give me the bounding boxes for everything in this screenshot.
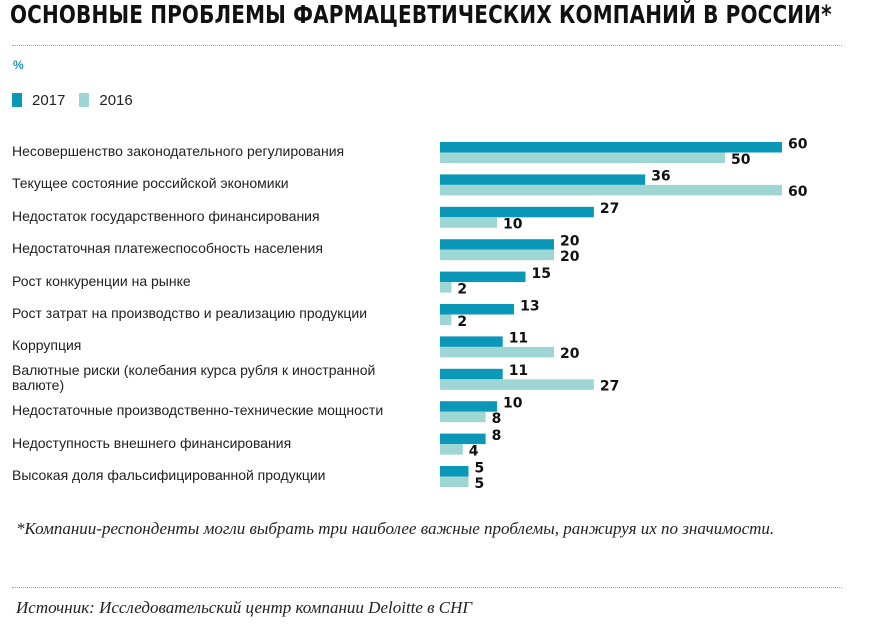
legend: 2017 2016 — [12, 92, 133, 109]
category-label: Недостаточная платежеспособность населен… — [12, 240, 323, 257]
bar-2017 — [440, 336, 503, 347]
data-label: 4 — [469, 443, 479, 459]
bar-2017 — [440, 368, 503, 380]
data-label: 15 — [532, 266, 551, 282]
category-label: Рост конкуренции на рынке — [12, 272, 191, 289]
data-label: 60 — [788, 184, 808, 200]
data-label: 60 — [788, 136, 808, 152]
data-label: 5 — [475, 476, 485, 492]
bar-2016 — [440, 379, 594, 390]
source: Источник: Исследовательский центр компан… — [16, 598, 473, 617]
bar-2017 — [440, 206, 594, 218]
category-label: Валютные риски (колебания курса рубля к … — [12, 361, 376, 393]
bar-2016 — [440, 282, 452, 293]
data-label: 10 — [503, 395, 523, 411]
bar-2017 — [440, 401, 497, 412]
bar-2016 — [440, 346, 554, 358]
data-label: 20 — [560, 249, 580, 265]
bar-2016 — [440, 411, 486, 423]
data-label: 11 — [509, 363, 528, 379]
data-label: 13 — [520, 298, 539, 314]
data-label: 27 — [600, 379, 619, 395]
divider — [12, 587, 842, 588]
category-label: Рост затрат на производство и реализацию… — [12, 305, 368, 321]
data-label: 8 — [492, 411, 502, 427]
legend-label: 2017 — [32, 92, 66, 109]
bar-2017 — [440, 304, 515, 315]
legend-label: 2016 — [99, 92, 133, 109]
category-label: Недостаточные производственно-технически… — [12, 402, 384, 419]
bar-2016 — [440, 152, 725, 163]
bar-2016 — [440, 476, 469, 487]
legend-item-2017: 2017 — [12, 92, 65, 109]
bar-2017 — [440, 239, 554, 250]
data-label: 36 — [651, 169, 670, 185]
unit-label: % — [13, 58, 24, 72]
category-label: Высокая доля фальсифицированной продукци… — [12, 467, 326, 483]
category-label: Недоступность внешнего финансирования — [12, 434, 292, 451]
category-label: Недостаток государственного финансирован… — [12, 207, 320, 224]
bar-2017 — [440, 433, 486, 445]
footnote: *Компании-респонденты могли выбрать три … — [16, 519, 775, 538]
category-label: Коррупция — [12, 337, 82, 354]
category-label: Текущее состояние российской экономики — [12, 175, 289, 192]
data-label: 11 — [509, 331, 528, 347]
data-label: 2 — [457, 281, 467, 297]
data-label: 20 — [560, 346, 580, 362]
divider — [12, 45, 842, 46]
bar-2017 — [440, 271, 526, 283]
legend-item-2016: 2016 — [79, 92, 133, 109]
bar-2016 — [440, 314, 452, 325]
data-label: 10 — [503, 217, 523, 233]
bar-2016 — [440, 444, 463, 455]
data-label: 27 — [600, 201, 619, 217]
bar-2016 — [440, 217, 497, 228]
bar-2017 — [440, 466, 469, 477]
data-label: 20 — [560, 233, 580, 249]
bar-2017 — [440, 142, 782, 153]
chart-title: ОСНОВНЫЕ ПРОБЛЕМЫ ФАРМАЦЕВТИЧЕСКИХ КОМПА… — [10, 0, 832, 29]
legend-swatch — [12, 93, 22, 107]
bar-2017 — [440, 174, 646, 185]
data-label: 5 — [475, 460, 485, 476]
category-label: Несовершенство законодательного регулиро… — [12, 143, 345, 159]
legend-swatch — [79, 93, 90, 107]
bar-2016 — [440, 249, 554, 261]
bar-2016 — [440, 184, 782, 196]
data-label: 8 — [492, 428, 502, 444]
data-label: 2 — [457, 314, 467, 330]
data-label: 50 — [731, 152, 751, 168]
